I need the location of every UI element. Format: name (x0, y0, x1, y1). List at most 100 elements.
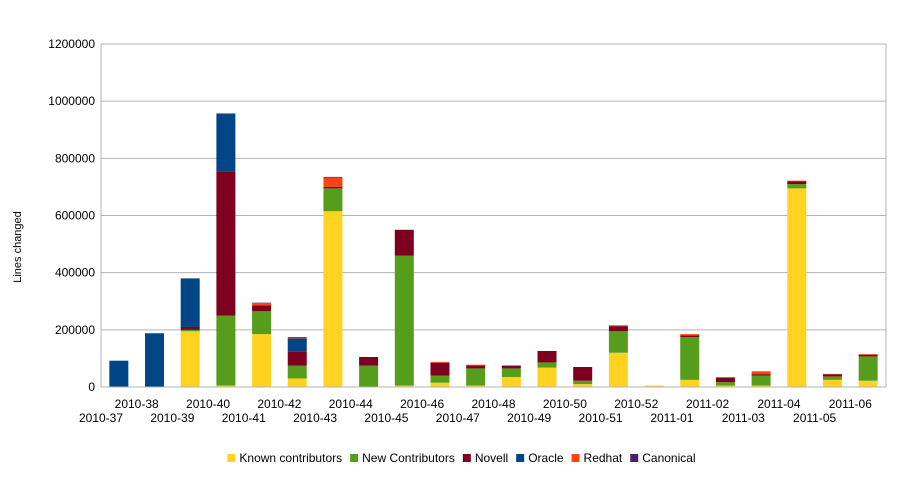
bar-segment (858, 354, 878, 357)
legend-label: Known contributors (239, 451, 342, 465)
bar-segment (287, 378, 307, 387)
bar-segment (608, 325, 628, 327)
y-axis-label: Lines changed (12, 211, 24, 283)
bar-segment (394, 255, 414, 386)
bar-segment (466, 385, 486, 387)
x-tick-label: 2010-44 (329, 397, 373, 411)
bar-segment (145, 333, 165, 387)
x-tick-label: 2011-04 (757, 397, 800, 411)
bar-segment (537, 367, 557, 387)
legend-swatch (630, 454, 639, 462)
bar-segment (858, 356, 878, 381)
bar-segment (751, 374, 771, 376)
legend: Known contributors New Contributors Novell… (227, 451, 696, 465)
bar-segment (252, 334, 272, 387)
x-tick-label: 2011-01 (650, 411, 693, 425)
legend-item: Known contributors (227, 451, 342, 465)
bar-segment (466, 364, 486, 366)
bar-segment (216, 114, 236, 172)
bar-segment (216, 385, 236, 387)
bar-segment (287, 338, 307, 352)
bar-segment (252, 303, 272, 306)
bar-segment (394, 229, 414, 256)
bar-segment (715, 382, 735, 386)
bar-segment (430, 361, 450, 363)
bar-segment (323, 188, 343, 212)
y-tick-label: 800000 (55, 151, 95, 165)
legend-item: Canonical (630, 451, 696, 465)
bar-segment (787, 184, 807, 189)
bar-segment (430, 375, 450, 383)
bar-segment (323, 177, 343, 187)
x-tick-label: 2010-51 (579, 411, 623, 425)
legend-swatch (462, 454, 471, 462)
legend-label: Redhat (584, 451, 623, 465)
legend-item: Oracle (516, 451, 564, 465)
legend-swatch (227, 454, 236, 462)
legend-label: Canonical (642, 451, 695, 465)
bar-segment (287, 337, 307, 339)
y-tick-label: 0 (88, 380, 95, 394)
bar-segment (680, 335, 700, 337)
y-tick-label: 200000 (55, 323, 95, 337)
x-tick-label: 2010-39 (150, 411, 194, 425)
bar-segment (252, 305, 272, 312)
x-tick-label: 2010-41 (222, 411, 266, 425)
bar-segment (608, 352, 628, 387)
bar-segment (323, 186, 343, 189)
x-tick-label: 2010-37 (79, 411, 123, 425)
bar-segment (180, 329, 200, 332)
x-tick-label: 2010-38 (115, 397, 159, 411)
bar-segment (323, 211, 343, 387)
legend-label: New Contributors (362, 451, 455, 465)
bar-segment (180, 326, 200, 330)
bar-segment (501, 377, 521, 387)
y-tick-label: 1000000 (48, 94, 95, 108)
bar-segment (858, 380, 878, 387)
bar-segment (287, 336, 307, 338)
x-tick-label: 2011-06 (829, 397, 872, 411)
bar-segment (323, 176, 343, 178)
bar-segment (359, 365, 379, 387)
bar-segment (751, 385, 771, 387)
bar-segment (252, 302, 272, 304)
bar-segment (573, 384, 593, 387)
bar-segment (787, 181, 807, 185)
bar-segment (608, 331, 628, 353)
x-tick-label: 2010-42 (257, 397, 301, 411)
bars (109, 113, 878, 387)
bar-segment (501, 368, 521, 377)
bar-segment (751, 371, 771, 375)
y-tick-label: 600000 (55, 209, 95, 223)
x-tick-label: 2010-48 (471, 397, 515, 411)
x-tick-label: 2011-02 (686, 397, 729, 411)
bar-segment (216, 315, 236, 386)
bar-segment (466, 368, 486, 386)
bar-segment (822, 376, 842, 380)
legend-swatch (516, 454, 525, 462)
bar-segment (680, 336, 700, 380)
legend-swatch (350, 454, 359, 462)
x-tick-label: 2010-50 (543, 397, 587, 411)
x-tick-labels: 2010-372010-382010-392010-402010-412010-… (79, 397, 872, 425)
y-tick-label: 1200000 (48, 37, 95, 51)
bar-segment (216, 171, 236, 316)
bar-segment (822, 374, 842, 377)
bar-segment (430, 362, 450, 376)
legend-label: Oracle (528, 451, 564, 465)
x-tick-label: 2010-49 (507, 411, 551, 425)
bar-segment (180, 331, 200, 387)
bar-segment (608, 326, 628, 332)
x-tick-label: 2010-45 (364, 411, 408, 425)
bar-segment (715, 377, 735, 383)
bar-segment (466, 365, 486, 369)
bar-segment (751, 375, 771, 386)
x-tick-label: 2010-43 (293, 411, 337, 425)
bar-segment (822, 373, 842, 375)
bar-segment (430, 382, 450, 387)
bar-segment (573, 366, 593, 381)
x-tick-label: 2011-03 (722, 411, 765, 425)
bar-segment (858, 354, 878, 355)
